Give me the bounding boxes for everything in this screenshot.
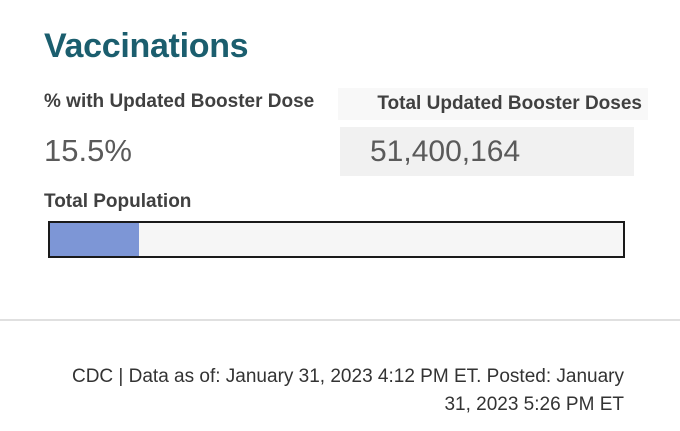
total-booster-header: Total Updated Booster Doses xyxy=(377,93,642,114)
total-booster-value-box: 51,400,164 xyxy=(340,127,634,176)
percent-booster-header: % with Updated Booster Dose xyxy=(44,91,315,112)
population-bar-fill xyxy=(50,223,139,256)
widget-title: Vaccinations xyxy=(44,27,249,65)
total-population-label: Total Population xyxy=(44,191,192,212)
footer-text: CDC | Data as of: January 31, 2023 4:12 … xyxy=(71,366,624,415)
percent-booster-value: 15.5% xyxy=(44,133,132,168)
total-booster-header-box: Total Updated Booster Doses xyxy=(338,88,648,120)
total-booster-value: 51,400,164 xyxy=(370,135,521,168)
divider xyxy=(0,319,680,321)
population-progress-bar xyxy=(48,221,625,258)
